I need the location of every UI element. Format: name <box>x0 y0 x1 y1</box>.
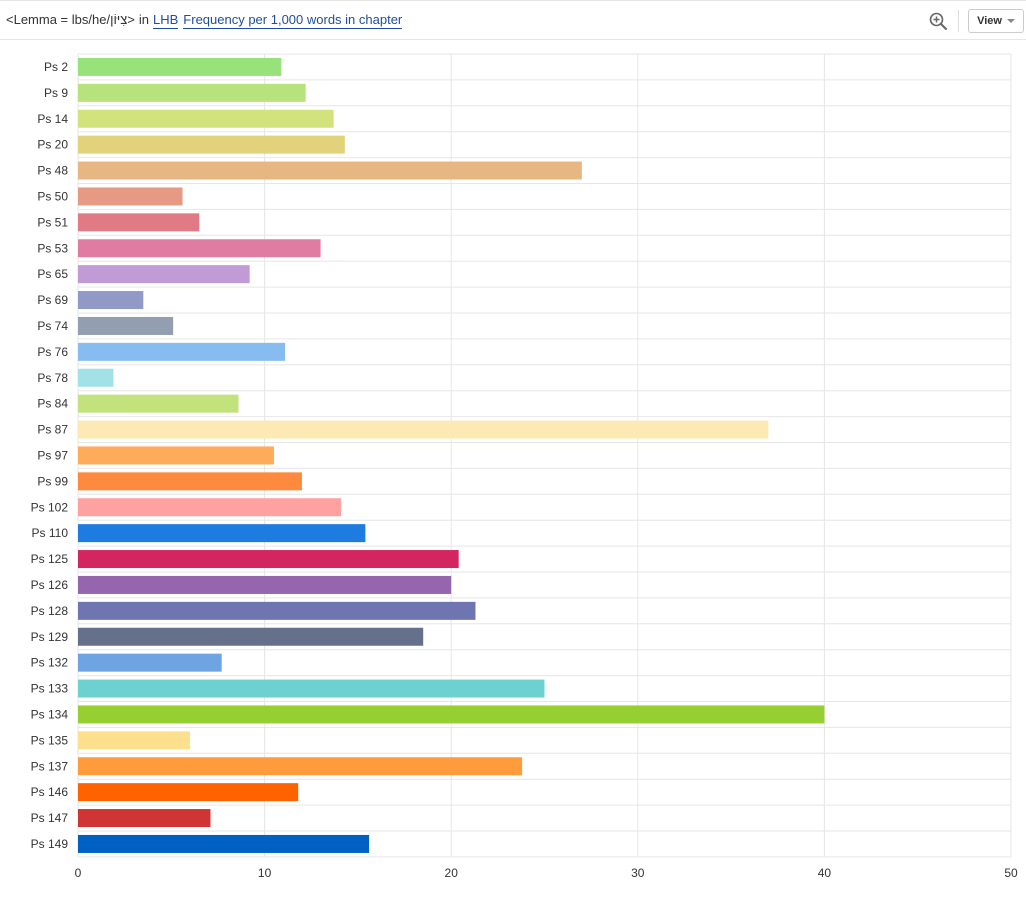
bar[interactable] <box>78 498 342 517</box>
category-label: Ps 110 <box>32 526 69 540</box>
bar[interactable] <box>78 316 174 335</box>
view-button[interactable]: View <box>968 9 1024 33</box>
measure-link[interactable]: Frequency per 1,000 words in chapter <box>183 12 403 29</box>
category-label: Ps 76 <box>37 345 68 359</box>
bar[interactable] <box>78 394 239 413</box>
category-label: Ps 48 <box>37 164 68 178</box>
bar[interactable] <box>78 575 452 594</box>
bar[interactable] <box>78 679 545 698</box>
bar[interactable] <box>78 368 114 387</box>
bar-chart: Ps 2 Ps 9 Ps 14 Ps 20 Ps 48 Ps 50 Ps 51 Ps 53 Ps… <box>31 53 1018 880</box>
x-tick-label: 50 <box>1004 866 1018 880</box>
bar[interactable] <box>78 213 200 232</box>
x-tick-label: 10 <box>258 866 272 880</box>
category-label: Ps 20 <box>37 138 68 152</box>
category-label: Ps 135 <box>31 733 69 747</box>
category-label: Ps 74 <box>37 319 68 333</box>
view-button-label: View <box>977 15 1002 27</box>
category-label: Ps 128 <box>31 604 69 618</box>
query-text: <Lemma = lbs/he/צִיּוֹן> <box>6 12 135 27</box>
category-label: Ps 2 <box>44 60 68 74</box>
category-label: Ps 126 <box>31 578 69 592</box>
bar[interactable] <box>78 265 250 284</box>
bar[interactable] <box>78 420 769 439</box>
bar[interactable] <box>78 757 523 776</box>
bar[interactable] <box>78 705 825 724</box>
category-label: Ps 51 <box>37 215 68 229</box>
query-description: <Lemma = lbs/he/צִיּוֹן> in LHB Frequenc… <box>6 12 403 29</box>
x-tick-label: 30 <box>631 866 645 880</box>
category-label: Ps 14 <box>37 112 68 126</box>
bar[interactable] <box>78 446 274 465</box>
category-labels: Ps 2 Ps 9 Ps 14 Ps 20 Ps 48 Ps 50 Ps 51 Ps 53 Ps… <box>31 60 69 851</box>
category-label: Ps 125 <box>31 552 69 566</box>
category-label: Ps 133 <box>31 682 69 696</box>
bar[interactable] <box>78 809 211 828</box>
bar[interactable] <box>78 783 299 802</box>
category-label: Ps 99 <box>37 474 68 488</box>
bar[interactable] <box>78 187 183 206</box>
bar[interactable] <box>78 135 345 154</box>
category-label: Ps 9 <box>44 86 68 100</box>
bar[interactable] <box>78 291 144 310</box>
category-label: Ps 65 <box>37 267 68 281</box>
bar[interactable] <box>78 731 190 750</box>
query-in-text: in <box>138 12 149 27</box>
bar[interactable] <box>78 57 282 76</box>
x-axis-tick-labels: 0 10 20 30 40 50 <box>75 866 1018 880</box>
bar[interactable] <box>78 524 366 543</box>
toolbar: <Lemma = lbs/he/צִיּוֹן> in LHB Frequenc… <box>0 0 1026 40</box>
category-label: Ps 102 <box>31 500 69 514</box>
bar[interactable] <box>78 109 334 128</box>
category-label: Ps 97 <box>37 448 68 462</box>
category-label: Ps 84 <box>37 397 68 411</box>
x-tick-label: 40 <box>818 866 832 880</box>
bar[interactable] <box>78 627 424 646</box>
category-label: Ps 134 <box>31 707 69 721</box>
category-label: Ps 78 <box>37 371 68 385</box>
bar[interactable] <box>78 550 459 569</box>
category-label: Ps 87 <box>37 423 68 437</box>
bar[interactable] <box>78 342 286 361</box>
toolbar-divider <box>958 10 959 32</box>
category-label: Ps 129 <box>31 630 69 644</box>
bar[interactable] <box>78 161 582 180</box>
chevron-down-icon <box>1006 19 1015 23</box>
bar[interactable] <box>78 601 476 620</box>
category-label: Ps 137 <box>31 759 69 773</box>
bar[interactable] <box>78 83 306 102</box>
category-label: Ps 147 <box>31 811 69 825</box>
zoom-in-icon[interactable] <box>928 11 948 31</box>
category-label: Ps 50 <box>37 189 68 203</box>
corpus-link[interactable]: LHB <box>153 12 179 29</box>
category-label: Ps 149 <box>31 837 69 851</box>
bar[interactable] <box>78 834 370 853</box>
x-tick-label: 20 <box>445 866 459 880</box>
x-tick-label: 0 <box>75 866 82 880</box>
bar[interactable] <box>78 472 302 491</box>
category-label: Ps 146 <box>31 785 69 799</box>
bar[interactable] <box>78 653 222 672</box>
bar[interactable] <box>78 239 321 258</box>
category-label: Ps 132 <box>31 656 69 670</box>
chart-bars <box>78 57 825 853</box>
category-label: Ps 69 <box>37 293 68 307</box>
category-label: Ps 53 <box>37 241 68 255</box>
